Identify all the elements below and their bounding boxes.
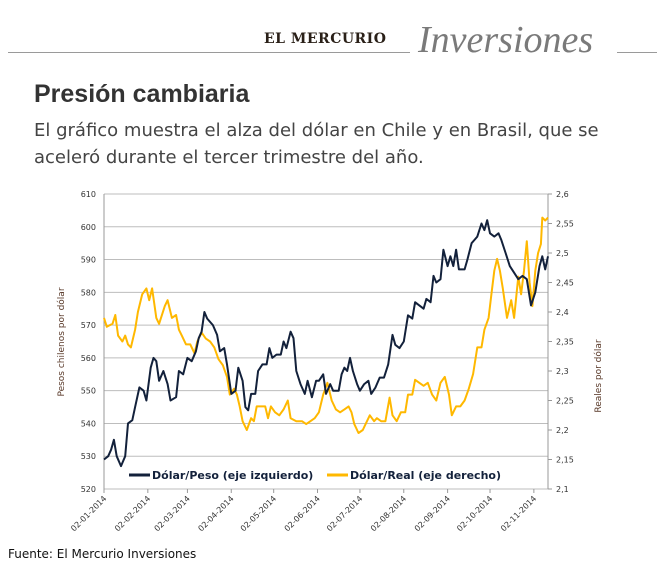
y-tick-label: 540 [81,419,96,428]
y-axis-label: Pesos chilenos por dólar [56,287,67,396]
x-tick-label: 02-10-2014 [455,494,494,533]
x-tick-label: 02-05-2014 [239,494,278,533]
x-tick-label: 02-01-2014 [69,494,108,533]
y2-tick-label: 2,45 [556,279,574,288]
x-tick-label: 02-08-2014 [369,494,408,533]
series-line-peso [103,219,549,468]
y-tick-label: 600 [81,223,96,232]
series-line-real [103,216,549,434]
y2-tick-label: 2,55 [556,220,574,229]
header-rule-left [8,52,410,53]
x-tick-label: 02-06-2014 [283,494,322,533]
brand-logo: EL MERCURIO [264,31,387,47]
grid [103,193,549,490]
header-rule-right [617,52,657,53]
page-subtitle: El gráfico muestra el alza del dólar en … [34,120,599,168]
legend-label-real: Dólar/Real (eje derecho) [350,469,501,482]
y2-tick-label: 2,3 [556,367,569,376]
y-tick-label: 560 [81,354,96,363]
y2-tick-label: 2,1 [556,485,569,494]
y2-axis-label: Reales por dólar [593,339,604,413]
x-tick-label: 02-03-2014 [153,494,192,533]
legend-label-peso: Dólar/Peso (eje izquierdo) [152,469,313,482]
y-axis-left: 520 530 540 550 560 570 580 590 600 610 [81,190,96,494]
legend: Dólar/Peso (eje izquierdo) Dólar/Real (e… [129,469,501,482]
y2-tick-label: 2,25 [556,397,574,406]
y-tick-label: 570 [81,321,96,330]
y-tick-label: 530 [81,452,96,461]
y2-tick-label: 2,6 [556,190,569,199]
page-title: Presión cambiaria [34,80,250,108]
x-tick-label: 02-02-2014 [113,494,152,533]
y-tick-label: 610 [81,190,96,199]
x-tick-label: 02-09-2014 [413,494,452,533]
y2-tick-label: 2,4 [556,308,569,317]
x-tick-label: 02-07-2014 [325,494,364,533]
y2-tick-label: 2,5 [556,249,569,258]
y-tick-label: 520 [81,485,96,494]
series-lines [103,216,549,468]
y-axis-right: 2,1 2,15 2,2 2,25 2,3 2,35 2,4 2,45 2,5 2,55 2,6 [548,190,574,494]
y2-tick-label: 2,35 [556,338,574,347]
x-axis: 02-01-2014 02-02-2014 02-03-2014 02-04-2014… [69,489,538,533]
y2-tick-label: 2,15 [556,456,574,465]
x-tick-label: 02-04-2014 [196,494,235,533]
section-title: Inversiones [418,19,594,61]
x-tick-label: 02-11-2014 [499,494,538,533]
y-tick-label: 580 [81,288,96,297]
y-tick-label: 550 [81,387,96,396]
source-note: Fuente: El Mercurio Inversiones [8,547,197,561]
y-tick-label: 590 [81,256,96,265]
y2-tick-label: 2,2 [556,426,569,435]
